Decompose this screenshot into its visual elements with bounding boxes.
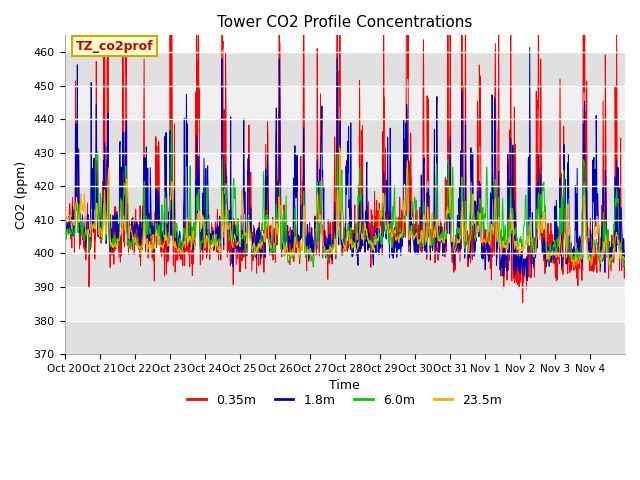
23.5m — [477, 229, 485, 235]
1.8m — [526, 45, 534, 50]
6.0m — [614, 214, 622, 220]
1.8m — [330, 236, 338, 242]
1.8m — [61, 217, 68, 223]
6.0m — [61, 238, 68, 243]
6.0m — [148, 246, 156, 252]
6.0m — [477, 227, 485, 233]
23.5m — [614, 238, 622, 243]
0.35m — [61, 219, 68, 225]
Bar — [65, 321, 625, 354]
23.5m — [148, 245, 156, 251]
Bar — [65, 186, 625, 220]
0.35m — [614, 180, 622, 186]
1.8m — [560, 196, 568, 202]
Line: 23.5m: 23.5m — [65, 148, 625, 267]
1.8m — [524, 277, 531, 283]
Title: Tower CO2 Profile Concentrations: Tower CO2 Profile Concentrations — [217, 15, 472, 30]
1.8m — [148, 232, 156, 238]
6.0m — [621, 259, 629, 265]
Y-axis label: CO2 (ppm): CO2 (ppm) — [15, 161, 28, 229]
Bar — [65, 85, 625, 119]
0.35m — [477, 208, 485, 214]
23.5m — [621, 258, 629, 264]
1.8m — [621, 255, 629, 261]
0.35m — [519, 300, 527, 306]
1.8m — [614, 174, 622, 180]
Bar — [65, 220, 625, 253]
X-axis label: Time: Time — [330, 379, 360, 393]
23.5m — [605, 264, 613, 270]
0.35m — [148, 255, 156, 261]
0.35m — [560, 123, 568, 129]
0.35m — [330, 216, 338, 221]
0.35m — [621, 247, 629, 253]
Bar — [65, 153, 625, 186]
0.35m — [319, 251, 327, 256]
Text: TZ_co2prof: TZ_co2prof — [76, 40, 154, 53]
6.0m — [331, 232, 339, 238]
Bar — [65, 253, 625, 287]
Bar — [65, 287, 625, 321]
Line: 6.0m: 6.0m — [65, 121, 625, 267]
23.5m — [336, 145, 344, 151]
6.0m — [560, 168, 568, 173]
Bar — [65, 52, 625, 85]
23.5m — [330, 245, 338, 251]
6.0m — [309, 264, 317, 270]
Legend: 0.35m, 1.8m, 6.0m, 23.5m: 0.35m, 1.8m, 6.0m, 23.5m — [182, 389, 508, 412]
23.5m — [319, 243, 327, 249]
6.0m — [320, 246, 328, 252]
Bar — [65, 119, 625, 153]
23.5m — [61, 219, 68, 225]
Line: 0.35m: 0.35m — [65, 0, 625, 303]
Line: 1.8m: 1.8m — [65, 48, 625, 280]
1.8m — [319, 217, 327, 223]
1.8m — [477, 220, 484, 226]
23.5m — [559, 247, 567, 253]
6.0m — [168, 119, 175, 124]
